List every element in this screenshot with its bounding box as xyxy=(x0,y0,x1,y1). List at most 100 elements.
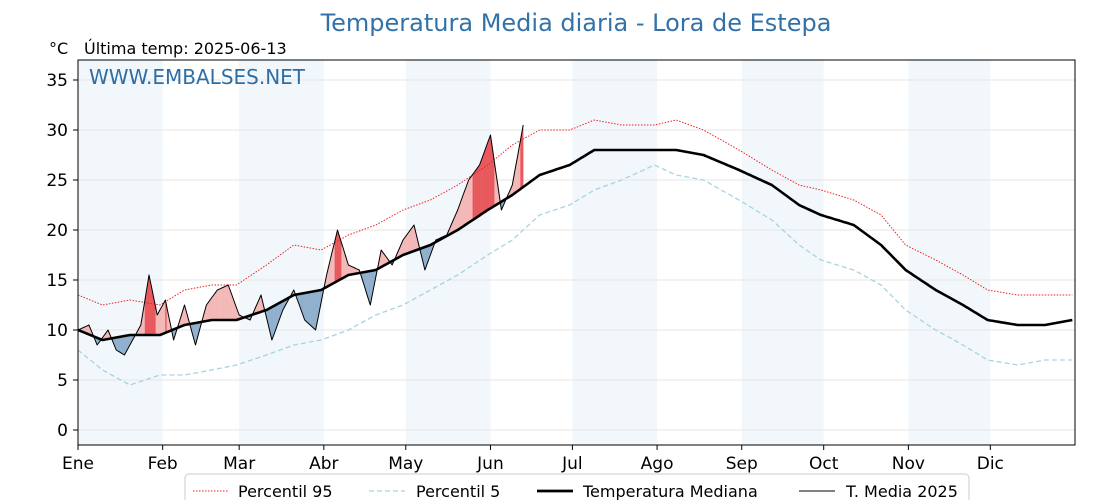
anomaly-fill xyxy=(214,291,217,321)
anomaly-fill xyxy=(412,224,415,252)
anomaly-fill xyxy=(310,291,312,327)
anomaly-fill xyxy=(462,191,465,227)
anomaly-fill xyxy=(484,146,487,213)
anomaly-fill xyxy=(341,243,344,280)
anomaly-fill xyxy=(217,289,219,321)
x-tick-label: Jul xyxy=(561,454,583,474)
anomaly-fill xyxy=(157,312,159,336)
anomaly-fill xyxy=(163,299,166,334)
y-tick-label: 10 xyxy=(46,321,68,341)
x-tick-label: Mar xyxy=(223,454,255,474)
month-bands xyxy=(78,60,991,445)
anomaly-fill xyxy=(404,235,406,255)
watermark: WWW.EMBALSES.NET xyxy=(89,65,306,89)
anomaly-fill xyxy=(464,187,467,226)
anomaly-fill xyxy=(305,292,308,323)
anomaly-fill xyxy=(148,274,151,336)
legend-label-median: Temperatura Mediana xyxy=(582,482,758,500)
anomaly-fill xyxy=(486,142,488,212)
anomaly-fill xyxy=(158,309,161,336)
y-tick-label: 0 xyxy=(57,421,68,441)
unit-label: °C xyxy=(49,39,68,58)
month-band xyxy=(908,60,991,445)
month-band xyxy=(239,60,324,445)
anomaly-fill xyxy=(409,228,412,253)
anomaly-fill xyxy=(208,298,211,321)
anomaly-fill xyxy=(381,249,383,268)
anomaly-fill xyxy=(308,291,311,326)
anomaly-fill xyxy=(472,172,475,221)
anomaly-fill xyxy=(461,194,464,228)
x-tick-label: May xyxy=(388,454,423,474)
anomaly-fill xyxy=(337,229,340,282)
anomaly-fill xyxy=(469,175,472,223)
anomaly-fill xyxy=(488,134,491,210)
anomaly-fill xyxy=(483,149,486,214)
legend-box xyxy=(184,473,970,500)
x-tick-label: Dic xyxy=(977,454,1004,474)
x-tick-label: Oct xyxy=(809,454,839,474)
anomaly-fill xyxy=(478,164,480,217)
x-tick-label: Abr xyxy=(309,454,338,474)
series-percentil-5 xyxy=(77,164,1073,386)
y-tick-label: 20 xyxy=(46,221,68,241)
anomaly-fill xyxy=(162,302,165,335)
anomaly-fill xyxy=(222,286,225,321)
legend: Percentil 95 Percentil 5 Temperatura Med… xyxy=(184,473,970,500)
x-tick-label: Ene xyxy=(62,454,94,474)
anomaly-fill xyxy=(221,287,223,321)
x-tick-label: Jun xyxy=(476,454,504,474)
series-t-media-2025 xyxy=(77,124,524,356)
anomaly-fill xyxy=(213,293,215,321)
anomaly-fill xyxy=(215,289,218,321)
chart-title: Temperatura Media diaria - Lora de Estep… xyxy=(320,9,832,37)
legend-label-p95: Percentil 95 xyxy=(238,482,333,500)
anomaly-fill xyxy=(223,286,226,321)
anomaly-fill xyxy=(312,291,315,330)
anomaly-fill xyxy=(307,292,309,325)
x-tick-label: Nov xyxy=(892,454,925,474)
anomaly-fill xyxy=(314,290,316,331)
anomaly-fill xyxy=(117,336,120,352)
anomaly-fill xyxy=(121,336,124,355)
y-tick-label: 30 xyxy=(46,121,68,141)
anomaly-fill xyxy=(122,335,125,356)
anomaly-fill xyxy=(406,232,409,254)
anomaly-fill xyxy=(210,297,212,321)
y-axis-ticks: 0 5 10 15 20 25 30 35 xyxy=(46,71,78,441)
anomaly-fills xyxy=(77,124,524,356)
month-band xyxy=(78,60,163,445)
anomaly-fill xyxy=(161,304,163,335)
y-tick-label: 35 xyxy=(46,71,68,91)
anomaly-fill xyxy=(120,336,122,354)
month-band xyxy=(405,60,491,445)
anomaly-fill xyxy=(335,229,338,283)
anomaly-fill xyxy=(476,166,479,218)
anomaly-fill xyxy=(159,307,162,336)
anomaly-fill xyxy=(304,292,307,322)
anomaly-fill xyxy=(521,124,524,189)
anomaly-fill xyxy=(411,226,413,253)
anomaly-fill xyxy=(219,287,222,321)
legend-label-p5: Percentil 5 xyxy=(416,482,500,500)
anomaly-fill xyxy=(311,291,314,328)
last-temp-label: Última temp: 2025-06-13 xyxy=(84,39,287,58)
anomaly-fill xyxy=(467,179,469,224)
anomaly-fill xyxy=(150,281,152,336)
anomaly-fill xyxy=(207,300,210,321)
y-tick-label: 15 xyxy=(46,271,68,291)
anomaly-fill xyxy=(226,284,229,321)
anomaly-fill xyxy=(473,170,476,220)
anomaly-fill xyxy=(465,183,468,225)
anomaly-fill xyxy=(340,238,342,280)
anomaly-fill xyxy=(228,284,230,321)
anomaly-fill xyxy=(118,336,121,353)
anomaly-fill xyxy=(487,138,490,211)
anomaly-fill xyxy=(211,295,214,321)
legend-label-2025: T. Media 2025 xyxy=(845,482,958,500)
anomaly-fill xyxy=(218,288,221,321)
x-tick-label: Ago xyxy=(641,454,674,474)
x-tick-label: Feb xyxy=(148,454,178,474)
anomaly-fill xyxy=(475,168,477,219)
anomaly-fill xyxy=(225,285,228,321)
